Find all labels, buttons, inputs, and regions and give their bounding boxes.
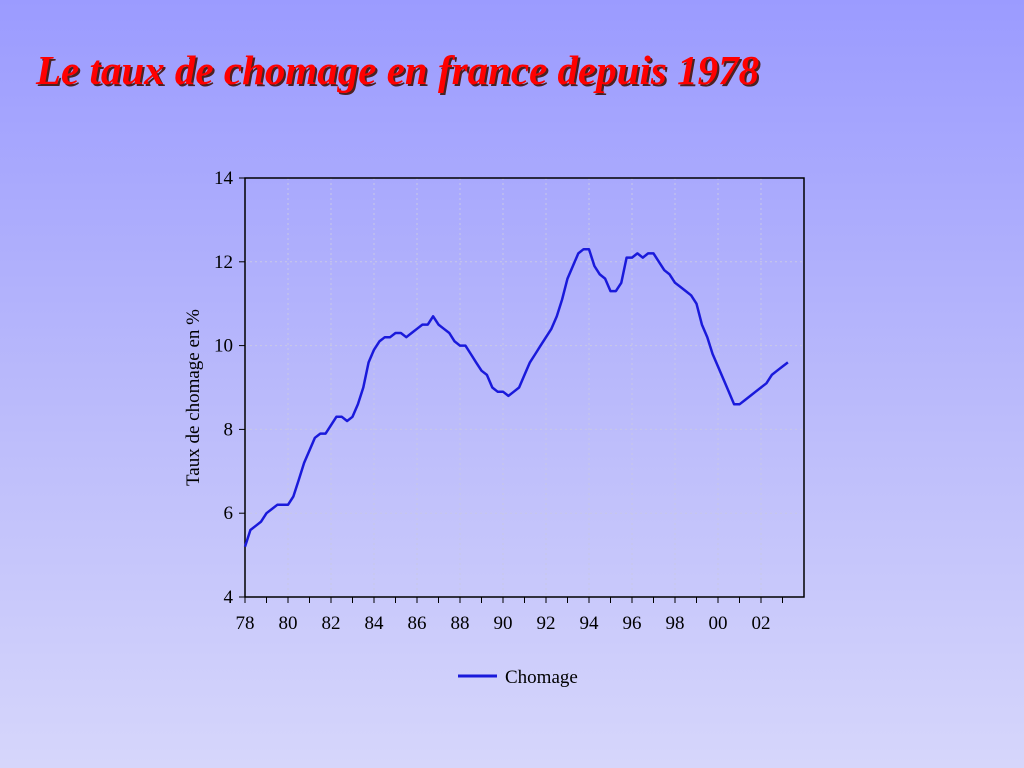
x-tick-label: 78 bbox=[236, 613, 255, 634]
legend: Chomage bbox=[458, 667, 578, 688]
x-tick-label: 86 bbox=[408, 613, 427, 634]
x-tick-label: 98 bbox=[666, 613, 685, 634]
series-line-chomage bbox=[243, 247, 789, 548]
plot-area bbox=[244, 177, 805, 598]
x-tick-label: 94 bbox=[580, 613, 600, 634]
y-tick-label: 4 bbox=[224, 587, 234, 608]
x-tick-label: 92 bbox=[537, 613, 556, 634]
grid bbox=[245, 178, 804, 597]
y-tick-label: 14 bbox=[214, 168, 234, 189]
y-tick-label: 8 bbox=[224, 419, 234, 440]
x-tick-label: 80 bbox=[279, 613, 298, 634]
y-tick-label: 12 bbox=[214, 252, 233, 273]
x-tick-label: 90 bbox=[494, 613, 513, 634]
y-tick-label: 6 bbox=[224, 503, 234, 524]
x-tick-label: 82 bbox=[322, 613, 341, 634]
x-tick-label: 96 bbox=[623, 613, 642, 634]
slide-title: Le taux de chomage en france depuis 1978 bbox=[36, 47, 760, 93]
y-tick-label: 10 bbox=[214, 336, 233, 357]
y-axis-label: Taux de chomage en % bbox=[183, 309, 204, 486]
x-tick-label: 84 bbox=[365, 613, 385, 634]
x-tick-label: 88 bbox=[451, 613, 470, 634]
x-tick-label: 00 bbox=[709, 613, 728, 634]
axis-ticks: 4 6 8 10 12 14 78 80 82 84 86 88 90 92 94 96 98 00 02 bbox=[214, 168, 783, 634]
legend-label: Chomage bbox=[505, 667, 578, 688]
x-tick-label: 02 bbox=[752, 613, 771, 634]
